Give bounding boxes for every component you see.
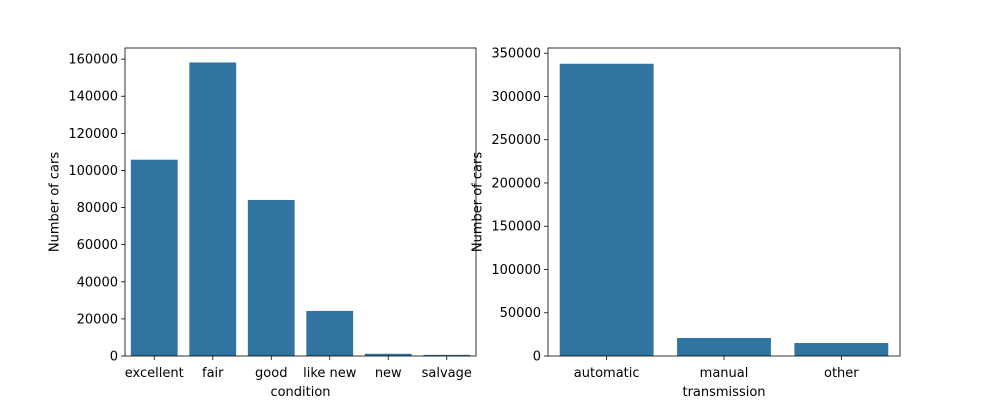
transmission-y-axis-label: Number of cars [470,152,485,252]
y-tick-label: 160000 [68,53,118,68]
y-tick-label: 100000 [491,263,541,278]
bar-fair [189,62,237,356]
transmission-y-axis: 0 50000 100000 150000 200000 250000 300000 3500… [491,47,548,365]
condition-y-axis: 0 20000 40000 60000 80000 100000 120000 140000 1… [68,53,125,365]
y-tick-label: 250000 [491,133,541,148]
x-tick-label-manual: manual [700,366,749,381]
x-tick-label-excellent: excellent [125,366,184,381]
y-tick-label: 120000 [68,127,118,142]
condition-chart: 0 20000 40000 60000 80000 100000 120000 140000 1… [47,47,477,400]
x-tick-label-new: new [375,366,402,381]
y-tick-label: 50000 [500,306,541,321]
bar-other [794,343,889,356]
y-tick-label: 350000 [491,47,541,62]
x-tick-label-automatic: automatic [574,366,640,381]
bar-good [247,199,295,356]
condition-bars [130,62,471,356]
bar-excellent [130,159,178,356]
bar-automatic [559,63,654,357]
transmission-chart: 0 50000 100000 150000 200000 250000 300000 3500… [470,47,901,400]
y-tick-label: 200000 [491,176,541,191]
condition-x-axis-label: condition [270,385,330,400]
y-tick-label: 0 [533,350,541,365]
condition-plot-frame [124,47,477,357]
y-tick-label: 20000 [77,312,118,327]
condition-y-axis-label: Number of cars [47,152,62,252]
y-tick-label: 100000 [68,164,118,179]
transmission-x-axis-label: transmission [682,385,765,400]
condition-x-axis: excellent fair good like new new salvage [125,356,472,381]
transmission-x-axis: automatic manual other [574,356,859,381]
y-tick-label: 60000 [77,238,118,253]
bar-manual [677,338,771,356]
y-tick-label: 150000 [491,220,541,235]
y-tick-label: 0 [110,350,118,365]
bar-new [364,353,412,356]
x-tick-label-like-new: like new [303,366,357,381]
y-tick-label: 300000 [491,90,541,105]
x-tick-label-salvage: salvage [422,366,472,381]
x-tick-label-fair: fair [202,366,224,381]
x-tick-label-other: other [824,366,859,381]
y-tick-label: 80000 [77,201,118,216]
bar-salvage [423,354,471,356]
x-tick-label-good: good [255,366,287,381]
y-tick-label: 40000 [77,275,118,290]
y-tick-label: 140000 [68,90,118,105]
bar-like-new [306,310,354,356]
transmission-bars [559,63,889,357]
